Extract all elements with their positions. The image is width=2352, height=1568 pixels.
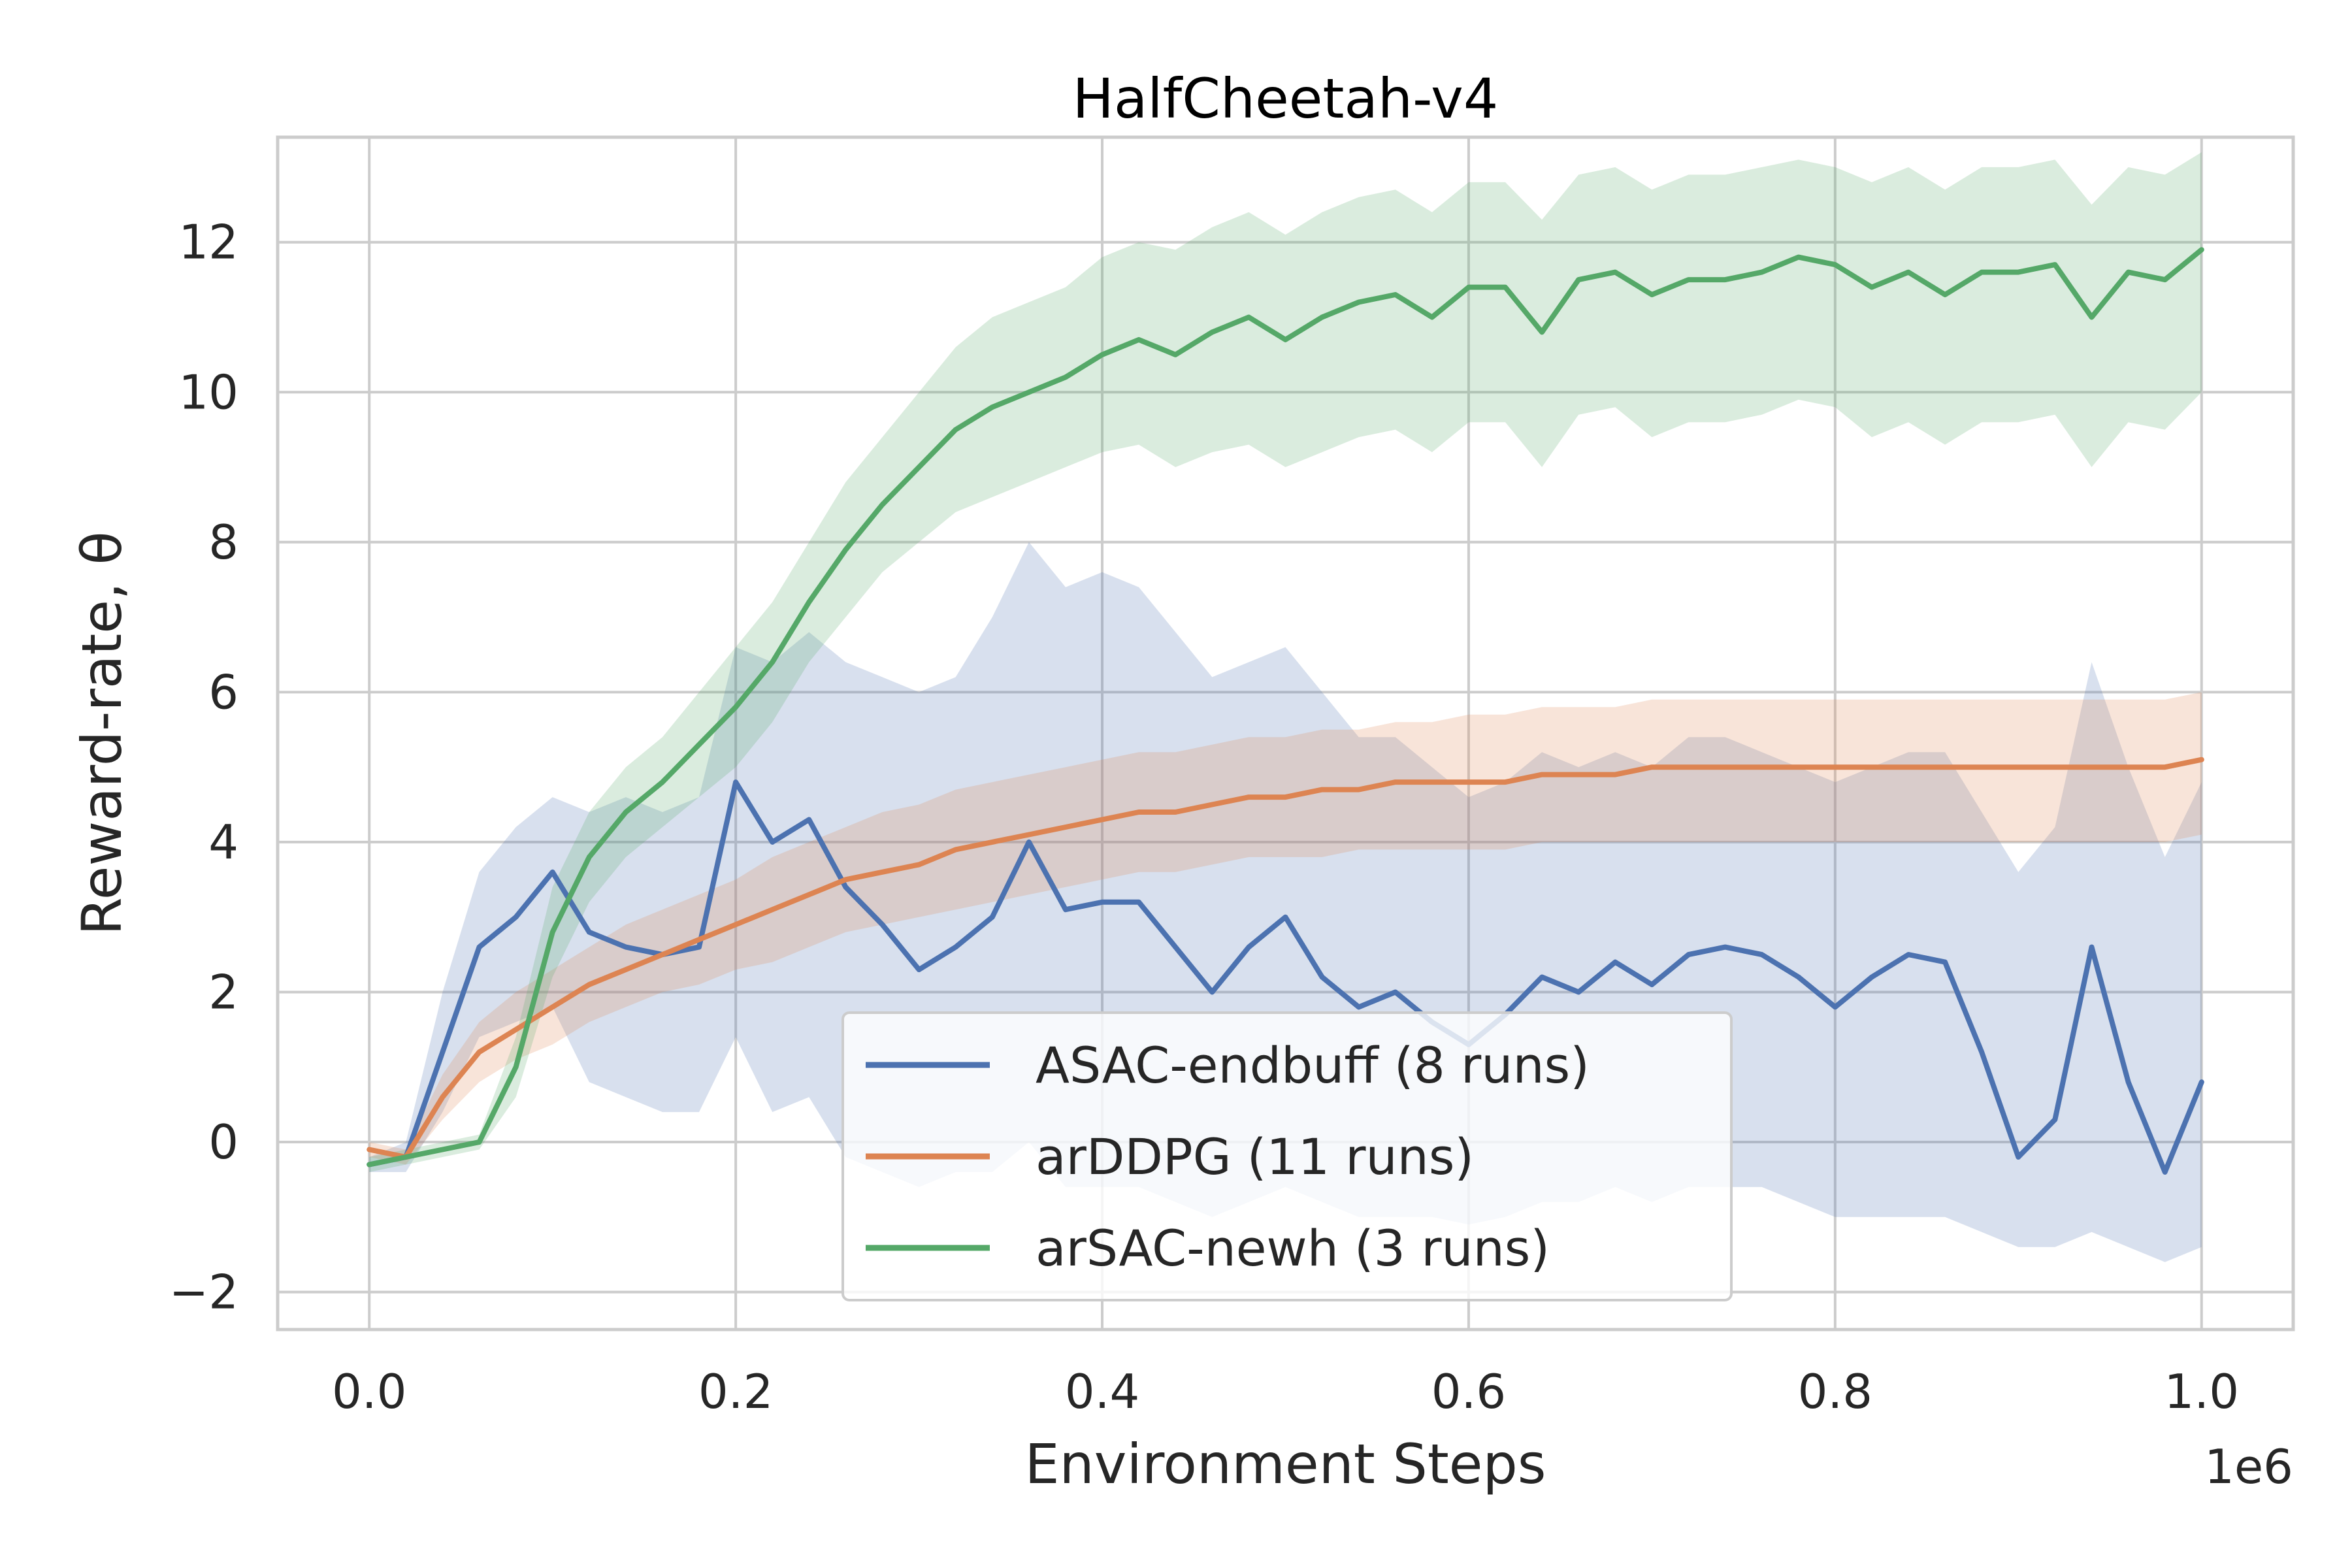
grid bbox=[278, 137, 2293, 1330]
band-arsac bbox=[369, 152, 2202, 1172]
confidence-bands bbox=[369, 152, 2202, 1262]
legend: ASAC-endbuff (8 runs) arDDPG (11 runs) a… bbox=[841, 1011, 1733, 1301]
y-tick-label: 0 bbox=[208, 1115, 238, 1169]
y-tick-label: 12 bbox=[178, 215, 238, 270]
y-tick-label: 4 bbox=[208, 815, 238, 870]
x-tick-label: 0.0 bbox=[332, 1364, 407, 1419]
line-arsac bbox=[367, 247, 2204, 1168]
y-axis-label: Reward-rate, θ bbox=[70, 531, 134, 936]
x-tick-label: 0.4 bbox=[1065, 1364, 1140, 1419]
y-tick-label: 6 bbox=[208, 664, 238, 719]
series-lines bbox=[367, 247, 2204, 1175]
legend-label-arddpg: arDDPG (11 runs) bbox=[1036, 1128, 1474, 1186]
x-tick-label: 0.6 bbox=[1431, 1364, 1507, 1419]
y-tick-label: 2 bbox=[208, 964, 238, 1019]
legend-label-asac: ASAC-endbuff (8 runs) bbox=[1036, 1036, 1590, 1094]
band-asac bbox=[369, 542, 2202, 1262]
line-arddpg bbox=[367, 757, 2204, 1160]
x-axis-label: Environment Steps bbox=[1024, 1432, 1546, 1496]
x-axis-offset-label: 1e6 bbox=[2204, 1439, 2293, 1494]
legend-box bbox=[841, 1011, 1733, 1301]
x-tick-label: 0.8 bbox=[1798, 1364, 1873, 1419]
plot-frame bbox=[276, 135, 2295, 1331]
x-tick-label: 0.2 bbox=[698, 1364, 774, 1419]
y-tick-label: −2 bbox=[169, 1265, 238, 1320]
tick-labels: 0.0 0.2 0.4 0.6 0.8 1.0 −2 0 2 4 6 8 10 12 bbox=[169, 215, 2239, 1419]
band-arddpg bbox=[369, 692, 2202, 1165]
x-tick-label: 1.0 bbox=[2164, 1364, 2240, 1419]
chart-title: HalfCheetah-v4 bbox=[1073, 67, 1499, 131]
y-tick-label: 8 bbox=[208, 515, 238, 570]
y-tick-label: 10 bbox=[178, 365, 238, 419]
legend-label-arsac: arSAC-newh (3 runs) bbox=[1036, 1219, 1550, 1277]
